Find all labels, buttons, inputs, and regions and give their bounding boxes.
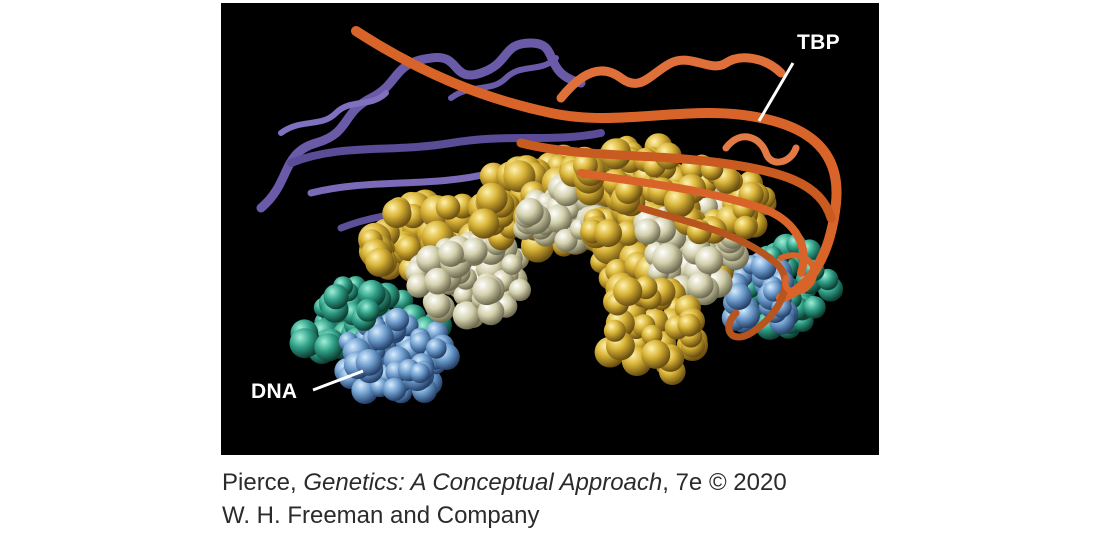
dna-atom-sphere	[476, 182, 508, 214]
dna-atom-sphere	[634, 218, 661, 245]
tbp-ribbon	[351, 26, 842, 341]
dna-atom-sphere	[424, 292, 451, 319]
dna-atom-sphere	[396, 236, 421, 261]
dna-atom-sphere	[323, 284, 349, 310]
dna-atom-sphere	[382, 198, 412, 228]
dna-spacefill-model	[289, 133, 844, 404]
caption-author: Pierce,	[222, 469, 304, 496]
caption-line-1: Pierce, Genetics: A Conceptual Approach,…	[222, 466, 787, 499]
dna-atom-sphere	[453, 285, 475, 306]
dna-atom-sphere	[472, 276, 502, 306]
dna-atom-sphere	[367, 323, 394, 351]
dna-atom-sphere	[289, 328, 320, 359]
dna-atom-sphere	[613, 276, 643, 306]
dna-atom-sphere	[437, 240, 464, 267]
dna-atom-sphere	[508, 278, 531, 302]
protein-dna-figure	[221, 3, 879, 455]
figure-caption: Pierce, Genetics: A Conceptual Approach,…	[222, 466, 787, 532]
dna-atom-sphere	[452, 301, 481, 330]
dna-atom-sphere	[365, 247, 395, 277]
dna-atom-sphere	[594, 219, 622, 248]
dna-atom-sphere	[695, 246, 724, 275]
dna-atom-sphere	[544, 205, 572, 233]
dna-atom-sphere	[677, 313, 701, 337]
dna-atom-sphere	[469, 208, 500, 239]
dna-atom-sphere	[516, 197, 544, 226]
dna-atom-sphere	[725, 283, 752, 310]
caption-line-2: W. H. Freeman and Company	[222, 502, 540, 529]
dna-atom-sphere	[652, 243, 683, 274]
tbp-label: TBP	[797, 31, 840, 54]
dna-leader-line	[312, 369, 364, 392]
dna-atom-sphere	[461, 237, 488, 264]
dna-atom-sphere	[416, 245, 445, 274]
tbp-leader-line	[757, 62, 795, 122]
dna-atom-sphere	[733, 215, 757, 239]
dna-atom-sphere	[314, 333, 343, 362]
dna-atom-sphere	[409, 362, 430, 383]
dna-atom-sphere	[687, 272, 714, 299]
dna-atom-sphere	[355, 349, 383, 376]
dna-atom-sphere	[385, 307, 410, 332]
dna-atom-sphere	[803, 296, 826, 319]
dna-atom-sphere	[382, 377, 407, 402]
caption-edition: , 7e © 2020	[662, 469, 787, 496]
dna-label: DNA	[251, 380, 298, 403]
dna-atom-sphere	[641, 339, 671, 369]
caption-book-title: Genetics: A Conceptual Approach	[303, 469, 663, 496]
dna-atom-sphere	[477, 299, 504, 326]
dna-atom-sphere	[663, 186, 695, 218]
dna-atom-sphere	[501, 254, 523, 275]
dna-atom-sphere	[603, 319, 626, 342]
dna-atom-sphere	[358, 300, 380, 322]
dna-atom-sphere	[435, 195, 461, 220]
dna-atom-sphere	[426, 338, 447, 359]
dna-atom-sphere	[424, 267, 452, 295]
